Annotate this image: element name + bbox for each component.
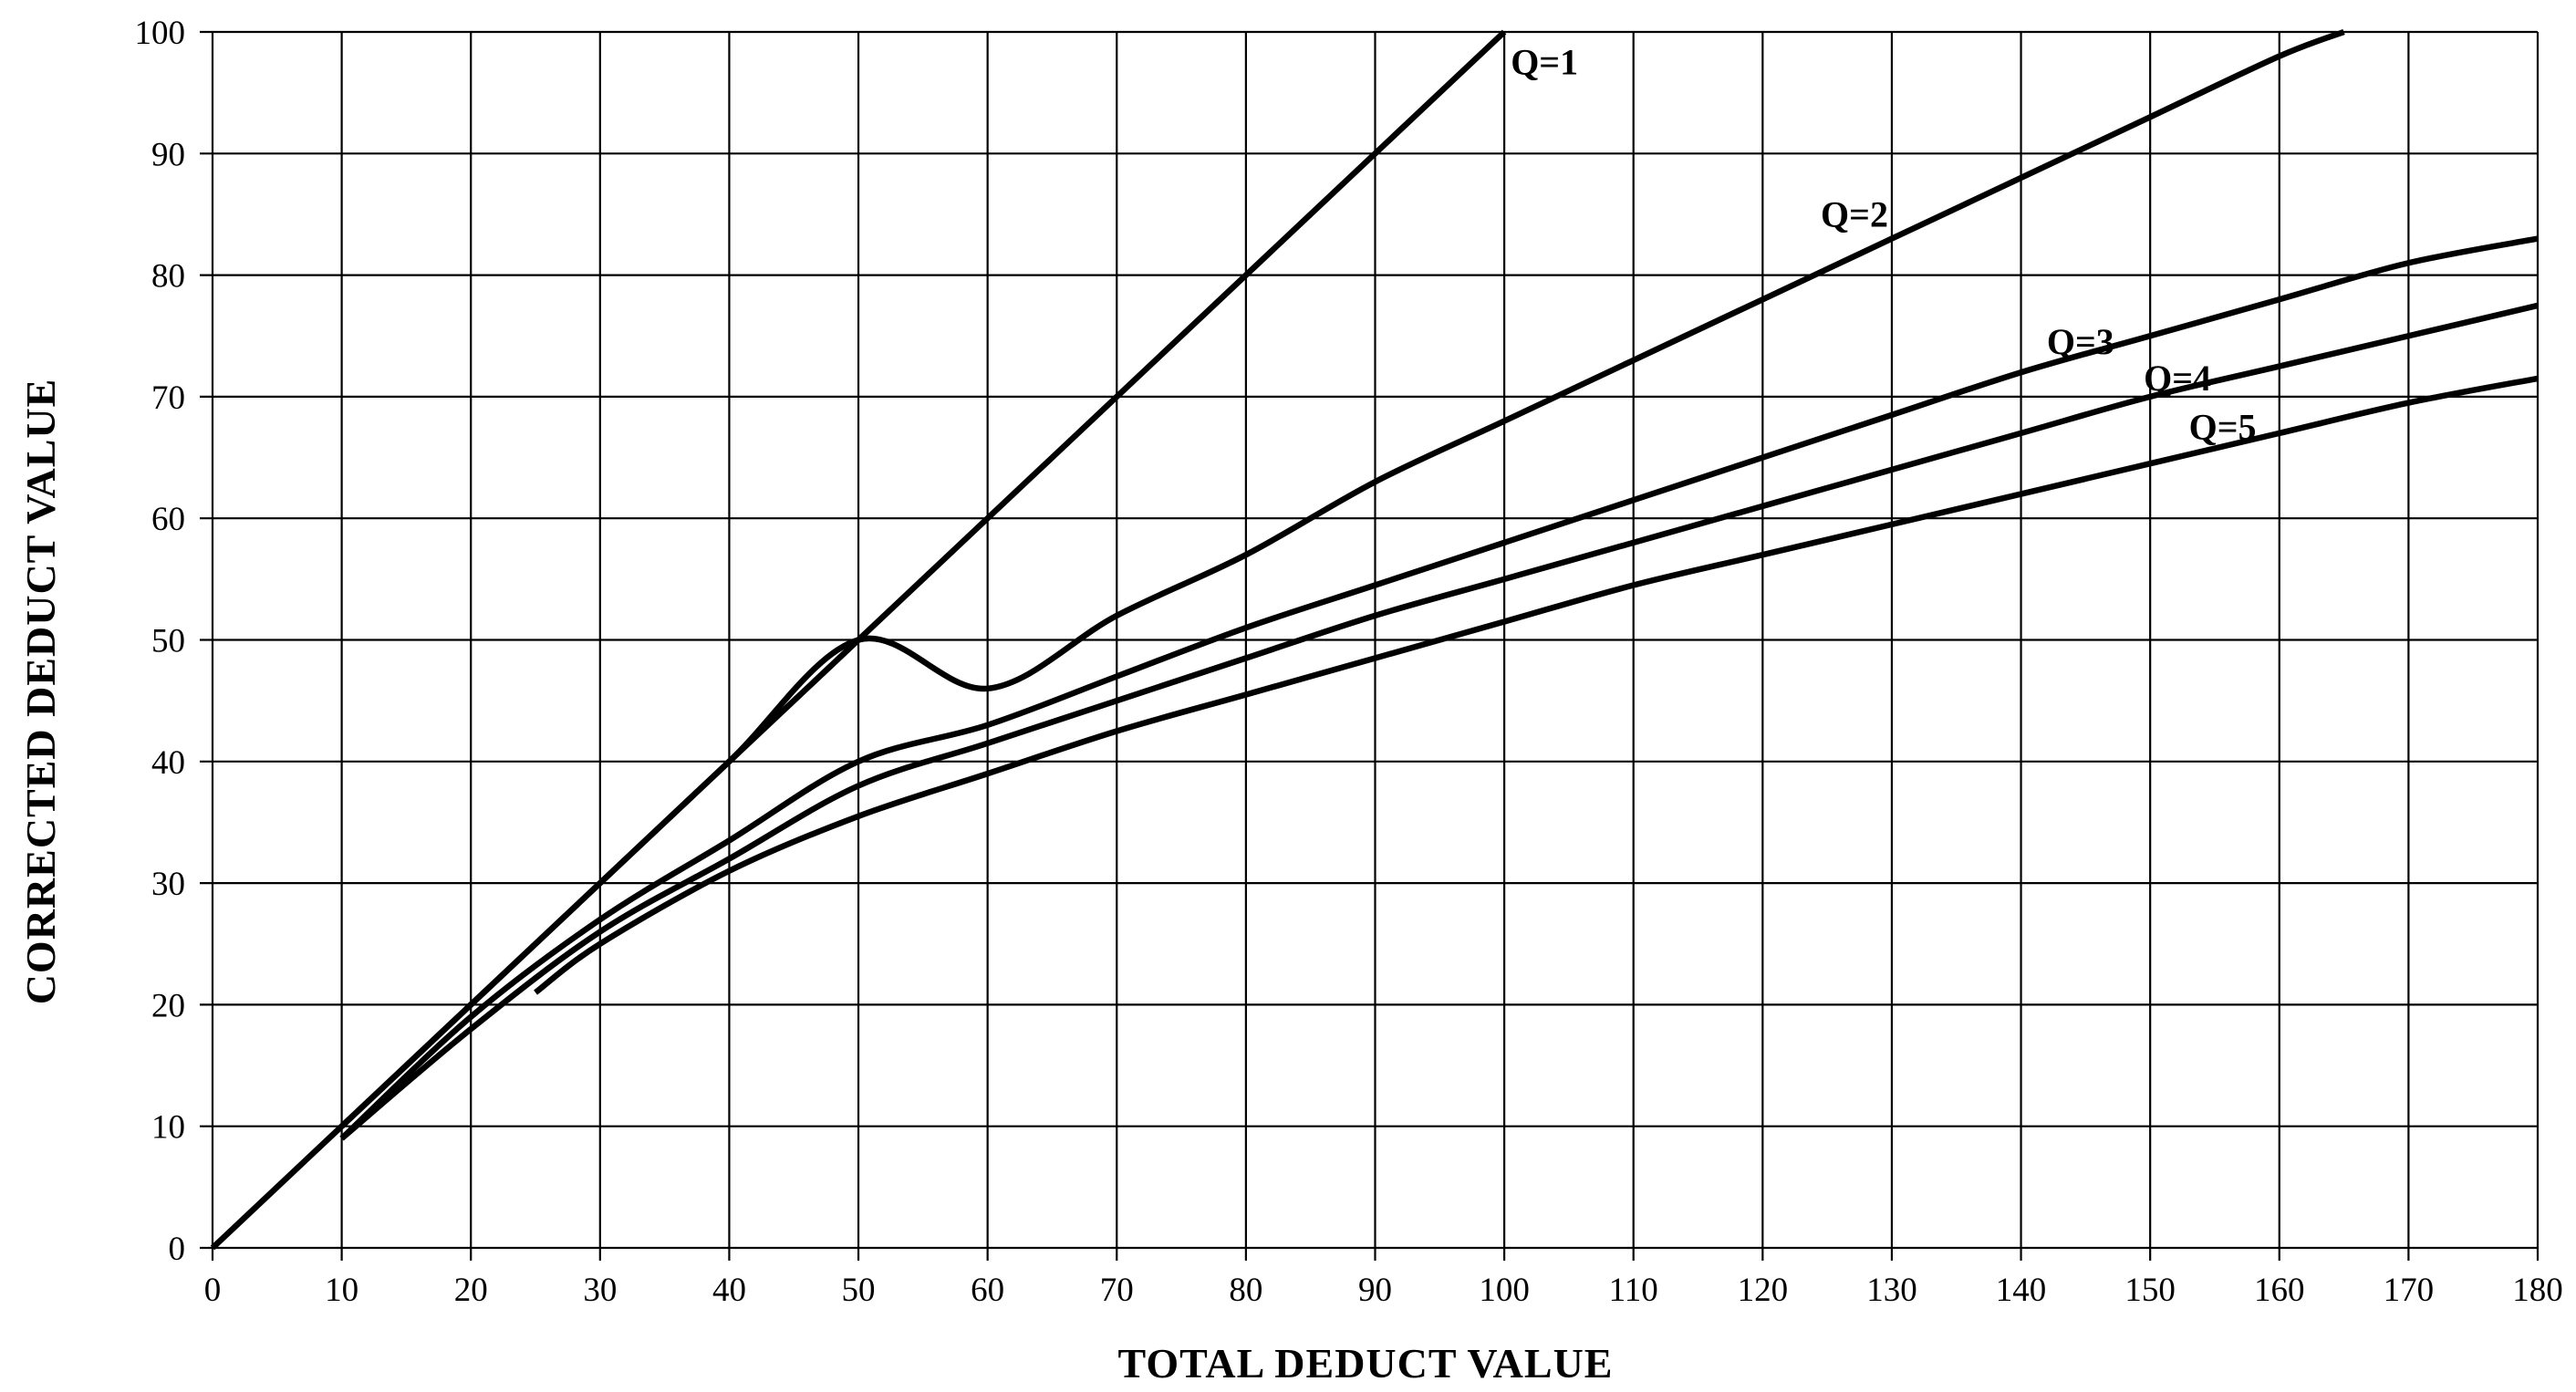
x-tick-label: 40 bbox=[712, 1272, 746, 1309]
x-tick-label: 70 bbox=[1100, 1272, 1134, 1309]
y-tick-label: 30 bbox=[151, 866, 185, 903]
x-tick-label: 20 bbox=[454, 1272, 488, 1309]
y-tick-label: 50 bbox=[151, 623, 185, 660]
y-tick-label: 100 bbox=[135, 15, 186, 52]
curve-label-q2: Q=2 bbox=[1821, 193, 1888, 234]
x-tick-label: 110 bbox=[1609, 1272, 1658, 1309]
x-tick-label: 50 bbox=[842, 1272, 876, 1309]
series-line-q5 bbox=[534, 375, 2539, 995]
curve-labels: Q=1 Q=2 Q=3 Q=4 Q=5 bbox=[1511, 42, 2256, 448]
x-tick-label: 10 bbox=[325, 1272, 358, 1309]
x-tick-label: 120 bbox=[1738, 1272, 1789, 1309]
y-tick-label: 70 bbox=[151, 379, 185, 417]
y-tick-label: 40 bbox=[151, 744, 185, 782]
curve-label-q3: Q=3 bbox=[2047, 321, 2114, 362]
grid bbox=[200, 30, 2540, 1261]
y-tick-label: 80 bbox=[151, 258, 185, 296]
x-axis-title: TOTAL DEDUCT VALUE bbox=[1118, 1340, 1614, 1387]
curve-label-q5: Q=5 bbox=[2189, 407, 2257, 448]
x-tick-label: 90 bbox=[1358, 1272, 1392, 1309]
x-tick-label: 170 bbox=[2384, 1272, 2435, 1309]
y-tick-label: 20 bbox=[151, 987, 185, 1024]
curve-label-q4: Q=4 bbox=[2144, 358, 2211, 399]
x-tick-label: 140 bbox=[1996, 1272, 2047, 1309]
x-axis-ticks: 0 10 20 30 40 50 60 70 80 90 100 110 120 130 140 150 160… bbox=[204, 1272, 2563, 1309]
series-line-q3 bbox=[339, 235, 2539, 1141]
series-line-q4 bbox=[339, 302, 2539, 1141]
curve-label-q1: Q=1 bbox=[1511, 42, 1578, 83]
x-tick-label: 160 bbox=[2254, 1272, 2305, 1309]
x-tick-label: 100 bbox=[1479, 1272, 1530, 1309]
y-tick-label: 10 bbox=[151, 1109, 185, 1147]
x-tick-label: 80 bbox=[1229, 1272, 1262, 1309]
x-tick-label: 180 bbox=[2512, 1272, 2563, 1309]
y-tick-label: 0 bbox=[169, 1231, 186, 1268]
plot-lines bbox=[210, 28, 2539, 1251]
y-tick-label: 60 bbox=[151, 501, 185, 538]
x-tick-label: 150 bbox=[2124, 1272, 2176, 1309]
y-axis-ticks: 0 10 20 30 40 50 60 70 80 90 100 bbox=[135, 15, 186, 1268]
x-tick-label: 130 bbox=[1866, 1272, 1917, 1309]
series-line-q2 bbox=[339, 28, 2345, 1129]
x-tick-label: 30 bbox=[583, 1272, 617, 1309]
x-tick-label: 0 bbox=[204, 1272, 222, 1309]
y-axis-title: CORRECTED DEDUCT VALUE bbox=[17, 379, 64, 1005]
x-tick-label: 60 bbox=[971, 1272, 1004, 1309]
y-tick-label: 90 bbox=[151, 136, 185, 173]
